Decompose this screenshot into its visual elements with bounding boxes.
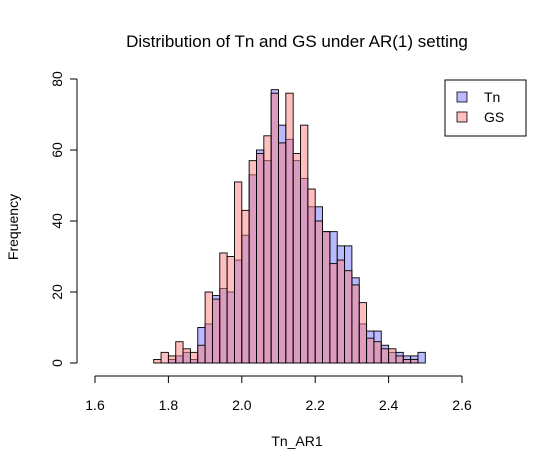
bar-gs-14 [256, 153, 265, 364]
bar-gs-2 [167, 355, 177, 364]
bar-gs-17 [278, 142, 287, 364]
bar-gs-24 [329, 263, 338, 364]
legend-label-gs: GS [484, 109, 504, 125]
bar-gs-23 [322, 231, 331, 364]
bar-gs-7 [204, 291, 213, 364]
legend: Tn GS [444, 79, 527, 137]
y-tick-label-3: 60 [49, 142, 65, 158]
bar-gs-34 [402, 359, 412, 364]
y-tick-label-0: 0 [49, 359, 65, 367]
bar-gs-9 [219, 252, 228, 364]
bar-gs-8 [211, 298, 221, 364]
bar-gs-11 [234, 181, 243, 364]
bar-gs-15 [263, 135, 272, 364]
bar-gs-28 [358, 302, 368, 364]
y-tick-label-2: 40 [49, 213, 65, 229]
bar-gs-29 [366, 337, 375, 364]
bar-gs-6 [197, 344, 206, 364]
bar-gs-31 [380, 348, 390, 364]
bar-gs-0 [153, 359, 162, 364]
bar-gs-3 [175, 341, 184, 364]
bar-tn-34 [417, 351, 426, 364]
legend-label-tn: Tn [484, 89, 500, 105]
bar-gs-13 [248, 160, 257, 364]
bar-gs-1 [160, 351, 169, 364]
bar-gs-19 [292, 153, 301, 364]
bar-gs-18 [285, 92, 294, 364]
y-tick-label-1: 20 [49, 284, 65, 300]
legend-swatch-gs [456, 111, 468, 123]
bar-gs-5 [189, 351, 199, 364]
bar-gs-30 [373, 341, 382, 364]
bar-gs-33 [395, 355, 404, 364]
y-axis: 0 20 40 60 80 [49, 71, 78, 367]
bar-gs-10 [226, 256, 235, 364]
x-tick-label-2: 2.0 [232, 397, 252, 413]
series-gs-bars [153, 92, 419, 364]
y-tick-label-4: 80 [49, 71, 65, 87]
bar-gs-25 [336, 259, 346, 364]
x-tick-label-5: 2.6 [452, 397, 472, 413]
x-tick-label-0: 1.6 [85, 397, 105, 413]
bar-gs-26 [344, 270, 353, 364]
bar-gs-27 [351, 284, 360, 364]
x-axis: 1.6 1.8 2.0 2.2 2.4 2.6 [85, 375, 472, 413]
bar-gs-12 [241, 209, 250, 364]
bar-gs-35 [410, 359, 419, 364]
legend-swatch-tn [456, 91, 468, 103]
bar-gs-16 [270, 92, 279, 364]
y-axis-label: Frequency [5, 194, 21, 260]
bar-gs-20 [300, 124, 309, 364]
bar-gs-22 [314, 220, 323, 364]
bar-gs-21 [307, 188, 316, 364]
x-tick-label-3: 2.2 [305, 397, 325, 413]
chart-title: Distribution of Tn and GS under AR(1) se… [126, 32, 468, 51]
x-tick-label-4: 2.4 [379, 397, 399, 413]
x-tick-label-1: 1.8 [159, 397, 179, 413]
x-axis-label: Tn_AR1 [271, 433, 323, 449]
legend-box [444, 79, 527, 137]
bar-gs-32 [388, 348, 397, 364]
bar-gs-4 [182, 348, 191, 364]
